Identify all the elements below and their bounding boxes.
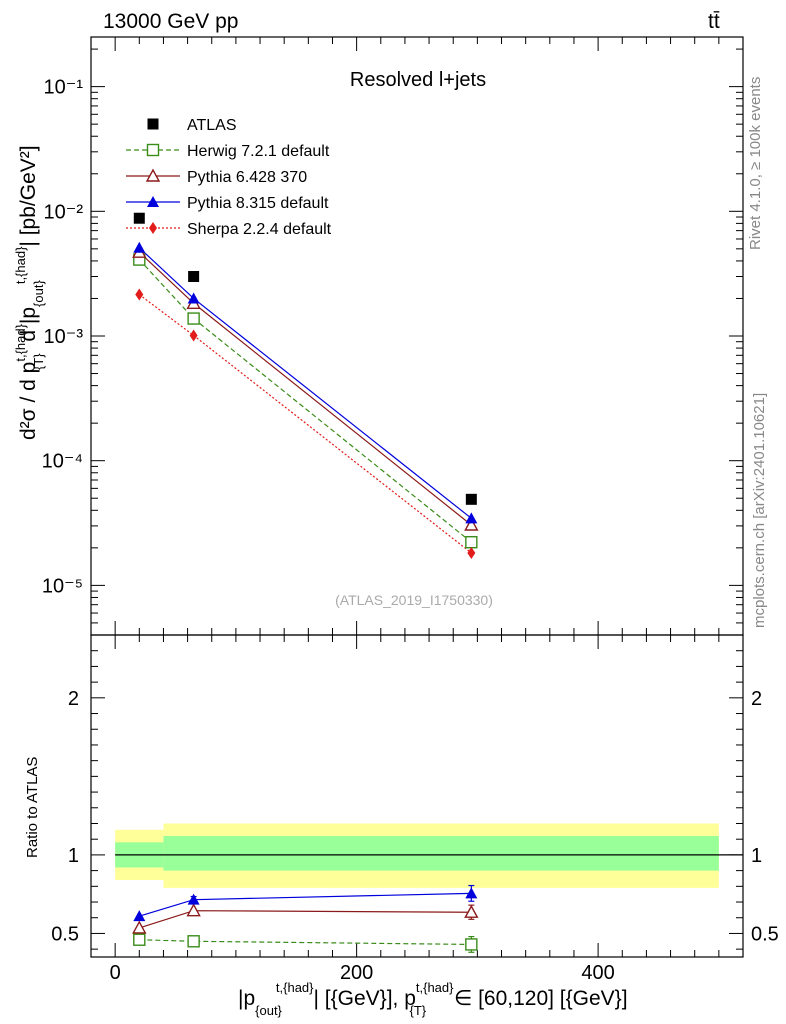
ylabel-sup-pout: t,{had} — [13, 246, 28, 284]
uncertainty-band-inner — [163, 836, 719, 871]
y-tick-label: 10⁻² — [44, 201, 84, 223]
xlabel-sup1: t,{had} — [276, 980, 314, 995]
series-line — [138, 247, 472, 519]
rivet-version-label: Rivet 4.1.0, ≥ 100k events — [747, 77, 764, 250]
ratio-y-tick-label-left: 0.5 — [51, 923, 79, 945]
y-tick-label: 10⁻³ — [44, 326, 84, 348]
ratio-series-line — [139, 939, 472, 946]
energy-label: 13000 GeV pp — [103, 10, 238, 33]
ratio-data-point — [133, 910, 146, 922]
data-point — [464, 517, 479, 531]
xlabel-part3: ∈ [60,120] [{GeV}] — [448, 987, 627, 1010]
ratio-axis-ticks: 0.5 0.5 1 1 2 2 0 200 400 — [51, 635, 779, 984]
data-point — [467, 546, 476, 559]
ylabel-tail: | [pb/GeV²] — [17, 145, 40, 246]
ylabel-main: d²σ / d p — [17, 362, 40, 440]
data-point — [189, 329, 198, 342]
data-point — [187, 312, 200, 325]
ylabel-mid: d |p — [17, 307, 40, 347]
data-point — [465, 535, 478, 549]
ratio-y-tick-label-left: 2 — [68, 688, 79, 710]
legend-label: Pythia 6.428 370 — [187, 169, 307, 186]
y-tick-label: 10⁻⁵ — [42, 575, 83, 597]
series-line — [138, 251, 472, 526]
process-label: tt̄ — [708, 10, 720, 33]
data-point — [188, 271, 200, 283]
legend-label: Pythia 8.315 default — [187, 195, 329, 212]
data-point — [465, 493, 477, 505]
main-series-layer — [132, 212, 479, 559]
x-axis-label: |p{out} t,{had}| [{GeV}], pt,{had} {T} ∈ [… — [238, 980, 628, 1018]
ratio-plot-frame — [90, 634, 744, 958]
ratio-data-point — [187, 893, 200, 905]
series-line — [138, 294, 472, 554]
ratio-data-point — [464, 904, 479, 918]
x-tick-label: 0 — [110, 962, 121, 984]
legend-marker — [147, 118, 159, 130]
analysis-tag: (ATLAS_2019_I1750330) — [335, 592, 493, 608]
data-point — [135, 288, 144, 301]
data-point — [133, 241, 146, 253]
mcplots-label: mcplots.cern.ch [arXiv:2401.10621] — [751, 393, 768, 628]
legend-marker — [147, 196, 159, 207]
xlabel-sub1: {out} — [255, 1003, 282, 1018]
ratio-data-point — [133, 933, 146, 946]
data-point — [465, 512, 478, 524]
xlabel-sub2: {T} — [409, 1003, 426, 1018]
xlabel-part2: | [{GeV}], p — [314, 987, 416, 1010]
main-y-axis-label: d²σ / d pt,{had}{T} d |p{out}t,{had}| [p… — [13, 145, 46, 440]
ratio-plot-area — [115, 823, 743, 888]
ratio-y-tick-label-right: 2 — [751, 688, 762, 710]
ratio-data-point — [465, 887, 478, 899]
ylabel-sub-pout: {out} — [31, 280, 46, 307]
ratio-data-point — [465, 938, 478, 951]
legend-label: Herwig 7.2.1 default — [187, 143, 330, 160]
x-tick-label: 400 — [581, 962, 614, 984]
ratio-data-point — [186, 903, 201, 917]
legend-marker — [146, 143, 160, 157]
chart-title: Resolved l+jets — [350, 69, 486, 91]
ratio-data-point — [187, 935, 200, 948]
legend-marker — [145, 168, 161, 182]
ylabel-sub-pt: {T} — [31, 353, 46, 370]
ratio-y-tick-label-right: 1 — [751, 845, 762, 867]
xlabel-part1: |p — [238, 987, 255, 1010]
xlabel-sup2: t,{had} — [416, 980, 454, 995]
legend-label: Sherpa 2.2.4 default — [187, 221, 332, 238]
legend: ATLAS Herwig 7.2.1 default Pythia 6.428 37… — [126, 117, 332, 238]
y-tick-label: 10⁻⁴ — [42, 451, 83, 473]
data-point — [133, 212, 145, 224]
ratio-y-axis-label: Ratio to ATLAS — [24, 757, 41, 858]
ratio-series-layer — [132, 884, 479, 953]
data-point — [187, 292, 200, 304]
ylabel-sup-pt: t,{had} — [13, 323, 28, 361]
ratio-y-tick-label-left: 1 — [68, 845, 79, 867]
y-tick-label: 10⁻¹ — [44, 77, 84, 99]
main-axis-ticks: 10⁻¹ 10⁻² 10⁻³ 10⁻⁴ 10⁻⁵ — [42, 37, 743, 636]
x-tick-label: 200 — [340, 962, 373, 984]
legend-marker — [149, 222, 157, 234]
ratio-y-tick-label-right: 0.5 — [751, 923, 779, 945]
legend-label: ATLAS — [187, 117, 237, 134]
ratio-data-point — [132, 920, 147, 934]
